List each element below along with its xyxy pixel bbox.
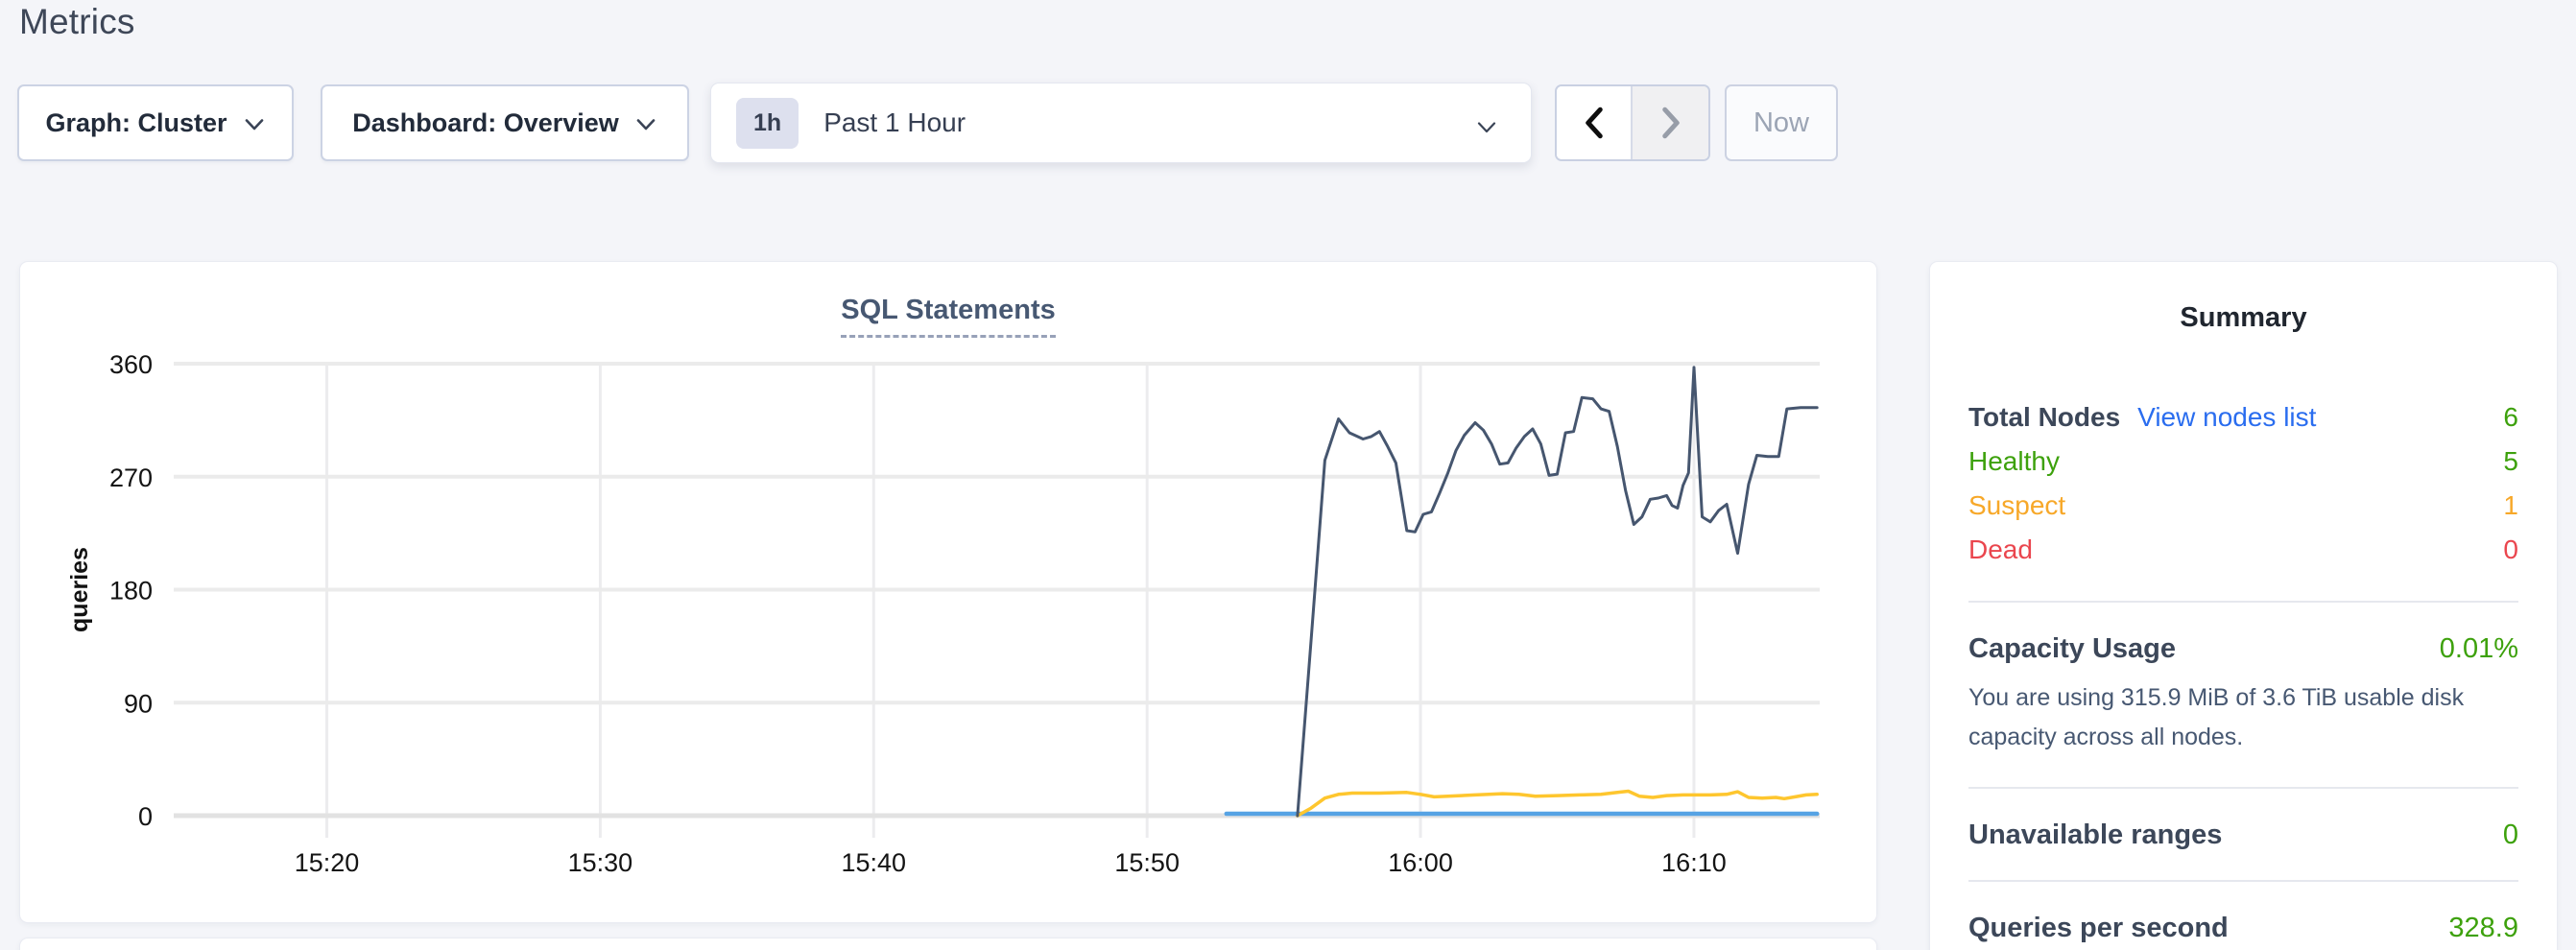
chart-title[interactable]: SQL Statements [841, 295, 1056, 338]
summary-panel: Summary Total Nodes View nodes list 6 He… [1929, 261, 2558, 950]
y-tick-label: 90 [124, 689, 153, 718]
toolbar: Graph: Cluster Dashboard: Overview 1h Pa… [0, 83, 2576, 163]
total-nodes-label: Total Nodes [1968, 402, 2121, 432]
chevron-right-icon [1657, 105, 1685, 141]
now-button-label: Now [1753, 107, 1809, 138]
chevron-left-icon [1580, 105, 1609, 141]
dashboard-selector-label: Dashboard: Overview [352, 107, 619, 137]
view-nodes-list-link[interactable]: View nodes list [2137, 402, 2317, 432]
capacity-usage-value: 0.01% [2439, 633, 2518, 664]
chevron-down-icon [1475, 116, 1498, 139]
dead-value: 0 [2503, 534, 2518, 564]
total-nodes-value: 6 [2503, 402, 2518, 432]
capacity-usage-caption: You are using 315.9 MiB of 3.6 TiB usabl… [1968, 684, 2465, 751]
chart-series [1224, 366, 1820, 818]
queries-per-second-section: Queries per second 328.9 Sum of Selects,… [1968, 882, 2518, 950]
dead-label: Dead [1968, 534, 2033, 564]
sql-statements-chart-card: 15:20 15:30 15:40 15:50 16:00 16:10 0 90 180 270 3… [19, 261, 1877, 923]
next-range-button[interactable] [1633, 86, 1708, 159]
sql-statements-chart[interactable]: 15:20 15:30 15:40 15:50 16:00 16:10 0 90 180 270 3… [20, 262, 1878, 924]
unavailable-ranges-label: Unavailable ranges [1968, 819, 2223, 850]
page-title: Metrics [19, 2, 135, 41]
unavailable-ranges-section: Unavailable ranges 0 [1968, 789, 2518, 851]
chart-axis-labels: 15:20 15:30 15:40 15:50 16:00 16:10 0 90 180 270 3… [66, 350, 1727, 877]
divider [1968, 879, 2518, 882]
healthy-nodes-row: Healthy 5 [1968, 439, 2518, 484]
x-tick-label: 16:00 [1388, 848, 1453, 877]
series-line-series_yellow [1296, 789, 1819, 818]
suspect-label: Suspect [1968, 490, 2066, 520]
next-chart-card-partial [19, 938, 1877, 950]
chart-gridlines [174, 362, 1820, 838]
x-tick-label: 15:50 [1114, 848, 1180, 877]
healthy-value: 5 [2503, 446, 2518, 476]
chevron-down-icon [243, 113, 266, 136]
y-tick-label: 270 [109, 463, 153, 492]
dead-nodes-row: Dead 0 [1968, 528, 2518, 572]
dashboard-selector-dropdown[interactable]: Dashboard: Overview [321, 84, 689, 161]
y-tick-label: 0 [138, 802, 153, 831]
y-tick-label: 180 [109, 577, 153, 606]
series-line-series_navy [1296, 366, 1819, 818]
unavailable-ranges-value: 0 [2502, 819, 2518, 850]
x-tick-label: 15:30 [568, 848, 633, 877]
summary-title: Summary [2180, 302, 2307, 333]
x-tick-label: 15:40 [842, 848, 907, 877]
y-axis-label: queries [66, 547, 93, 632]
suspect-nodes-row: Suspect 1 [1968, 484, 2518, 528]
graph-selector-label: Graph: Cluster [45, 107, 227, 137]
queries-per-second-value: 328.9 [2448, 912, 2518, 943]
time-range-dropdown[interactable]: 1h Past 1 Hour [710, 83, 1532, 163]
divider [1968, 601, 2518, 603]
time-window-label: Past 1 Hour [823, 107, 966, 137]
capacity-usage-section: Capacity Usage 0.01% You are using 315.9… [1968, 603, 2518, 758]
x-tick-label: 15:20 [295, 848, 360, 877]
y-tick-label: 360 [109, 350, 153, 379]
total-nodes-row: Total Nodes View nodes list 6 [1968, 395, 2518, 439]
graph-selector-dropdown[interactable]: Graph: Cluster [17, 84, 294, 161]
prev-range-button[interactable] [1557, 86, 1633, 159]
capacity-usage-label: Capacity Usage [1968, 633, 2176, 664]
chart-title-wrap: SQL Statements [20, 295, 1876, 338]
suspect-value: 1 [2503, 490, 2518, 520]
time-range-nav [1555, 84, 1710, 161]
time-window-badge: 1h [736, 97, 799, 149]
node-status-block: Total Nodes View nodes list 6 Healthy 5 … [1968, 395, 2518, 572]
now-button[interactable]: Now [1725, 84, 1838, 161]
queries-per-second-label: Queries per second [1968, 912, 2229, 943]
divider [1968, 786, 2518, 789]
x-tick-label: 16:10 [1661, 848, 1727, 877]
healthy-label: Healthy [1968, 446, 2060, 476]
chevron-down-icon [634, 113, 657, 136]
